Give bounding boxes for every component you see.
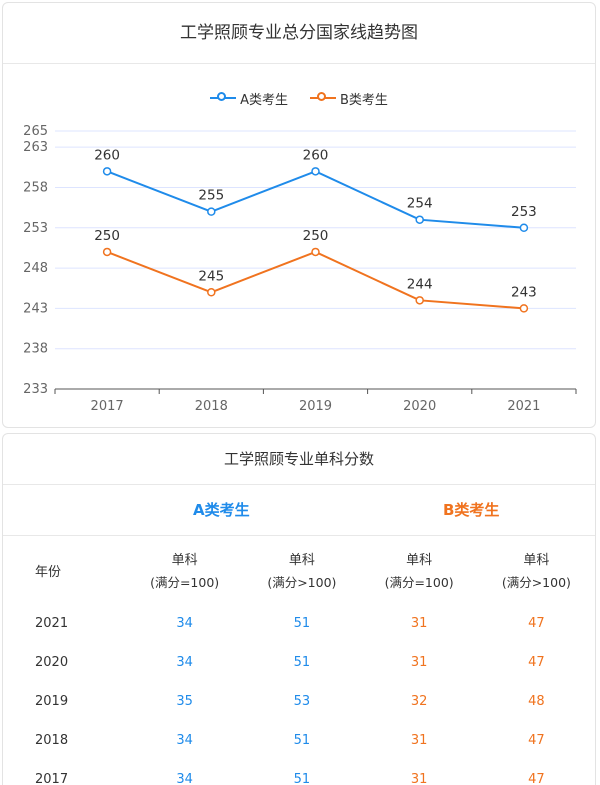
- cell-a1: 34: [176, 733, 193, 748]
- data-point: [102, 167, 112, 176]
- header-line1: 单科: [288, 553, 315, 568]
- cell-b2: 47: [528, 772, 545, 785]
- data-label: 255: [198, 188, 224, 204]
- score-table: 年份 单科 (满分=100) 单科 (满分>100) 单科 (满分=100) 单科 (满…: [3, 536, 595, 785]
- table-row: 2018 34 51 31 47: [3, 721, 595, 760]
- y-tick-label: 265: [23, 124, 48, 139]
- score-table-card: 工学照顾专业单科分数 A类考生 B类考生 年份 单科 (满分=100) 单科 (满分…: [2, 433, 596, 785]
- cell-b1: 31: [410, 616, 428, 631]
- x-tick-label: 2019: [299, 399, 332, 414]
- table-row: 2020 34 51 31 47: [3, 643, 595, 682]
- data-label: 243: [511, 284, 537, 300]
- legend-marker-a: [210, 92, 237, 101]
- table-header-row: 年份 单科 (满分=100) 单科 (满分>100) 单科 (满分=100) 单科 (满…: [3, 536, 595, 604]
- x-tick-label: 2017: [91, 399, 124, 414]
- y-tick-label: 258: [23, 180, 48, 195]
- data-point: [519, 223, 529, 232]
- cell-a2: 51: [293, 772, 311, 785]
- cell-a2: 51: [293, 733, 311, 748]
- header-line2: (满分=100): [384, 575, 454, 590]
- chart-card: 工学照顾专业总分国家线趋势图 A类考生 B类考生 233 238 243 248 253…: [2, 2, 596, 428]
- header-b-over100: 单科 (满分>100): [478, 536, 595, 604]
- cell-a1: 35: [176, 694, 193, 709]
- data-point: [207, 207, 216, 216]
- cell-b2: 47: [528, 733, 545, 748]
- cell-b2: 47: [528, 655, 545, 670]
- data-point: [415, 296, 424, 305]
- header-line1: 单科: [406, 553, 433, 568]
- row-year: 2017: [35, 772, 69, 785]
- cell-b2: 48: [528, 694, 545, 709]
- y-tick-label: 253: [23, 221, 48, 236]
- y-tick-label: 243: [23, 301, 48, 316]
- header-line2: (满分>100): [501, 575, 571, 590]
- legend-label-a: A类考生: [240, 92, 288, 108]
- cell-b1: 31: [410, 733, 428, 748]
- header-line2: (满分=100): [150, 575, 220, 590]
- data-point: [415, 215, 424, 224]
- y-tick-label: 233: [23, 382, 48, 397]
- data-label: 260: [303, 147, 329, 163]
- row-year: 2021: [35, 616, 69, 631]
- cell-a2: 53: [293, 694, 311, 709]
- x-tick-label: 2020: [403, 399, 436, 414]
- cell-b2: 47: [528, 616, 545, 631]
- group-header-row: A类考生 B类考生: [3, 485, 595, 536]
- legend-marker-b: [309, 92, 336, 101]
- x-tick-label: 2018: [195, 399, 228, 414]
- row-year: 2018: [35, 733, 69, 748]
- series-line-b: [106, 250, 524, 310]
- data-point: [102, 247, 112, 257]
- data-point: [311, 167, 320, 176]
- row-year: 2019: [35, 694, 69, 709]
- cell-a1: 34: [176, 616, 193, 631]
- data-label: 245: [198, 268, 224, 284]
- cell-b1: 32: [410, 694, 428, 709]
- data-point: [207, 288, 216, 297]
- group-label-b: B类考生: [443, 501, 500, 519]
- cell-b1: 31: [410, 655, 428, 670]
- data-label: 253: [511, 204, 537, 220]
- chart-legend: A类考生 B类考生: [3, 87, 595, 109]
- group-label-a: A类考生: [193, 501, 250, 519]
- year-header: 年份: [35, 564, 62, 580]
- legend-item-b[interactable]: B类考生: [309, 87, 388, 109]
- header-a-full100: 单科 (满分=100): [126, 536, 243, 604]
- chart-title: 工学照顾专业总分国家线趋势图: [3, 3, 595, 64]
- data-point: [311, 247, 320, 257]
- series-line-a: [106, 170, 524, 229]
- data-label: 260: [94, 147, 120, 163]
- header-a-over100: 单科 (满分>100): [243, 536, 360, 604]
- table-title: 工学照顾专业单科分数: [3, 434, 595, 485]
- data-label: 254: [407, 196, 433, 212]
- data-point: [519, 304, 529, 313]
- x-tick-label: 2021: [507, 399, 540, 414]
- table-row: 2017 34 51 31 47: [3, 760, 595, 785]
- y-tick-label: 248: [23, 261, 48, 276]
- cell-a2: 51: [293, 616, 311, 631]
- header-line1: 单科: [523, 553, 550, 568]
- cell-a1: 34: [176, 772, 193, 785]
- cell-b1: 31: [410, 772, 428, 785]
- cell-a2: 51: [293, 655, 311, 670]
- data-label: 244: [407, 276, 433, 292]
- header-b-full100: 单科 (满分=100): [361, 536, 478, 604]
- table-row: 2019 35 53 32 48: [3, 682, 595, 721]
- header-line2: (满分>100): [267, 575, 337, 590]
- y-tick-label: 263: [23, 140, 48, 155]
- y-tick-label: 238: [23, 342, 48, 357]
- data-label: 250: [94, 228, 120, 244]
- header-line1: 单科: [171, 553, 198, 568]
- cell-a1: 34: [176, 655, 193, 670]
- legend-item-a[interactable]: A类考生: [210, 87, 288, 109]
- data-label: 250: [303, 228, 329, 244]
- row-year: 2020: [35, 655, 69, 670]
- legend-label-b: B类考生: [339, 92, 388, 108]
- table-row: 2021 34 51 31 47: [3, 604, 595, 643]
